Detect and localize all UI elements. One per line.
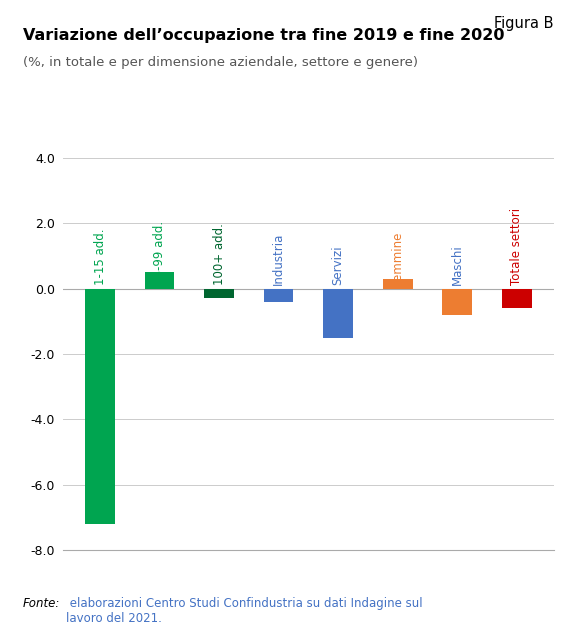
Text: Industria: Industria <box>272 233 285 284</box>
Text: 1-15 add.: 1-15 add. <box>94 228 107 284</box>
Text: Figura B: Figura B <box>494 16 554 31</box>
Bar <box>323 289 353 337</box>
Text: Servizi: Servizi <box>332 245 345 284</box>
Bar <box>85 289 115 524</box>
Text: elaborazioni Centro Studi Confindustria su dati Indagine sul
lavoro del 2021.: elaborazioni Centro Studi Confindustria … <box>66 597 423 625</box>
Bar <box>264 289 293 301</box>
Text: Fonte:: Fonte: <box>23 597 60 611</box>
Text: 100+ add.: 100+ add. <box>212 223 226 284</box>
Bar <box>443 289 472 315</box>
Text: Totale settori: Totale settori <box>510 207 523 284</box>
Bar <box>502 289 532 308</box>
Text: Femmine: Femmine <box>391 230 404 284</box>
Text: (%, in totale e per dimensione aziendale, settore e genere): (%, in totale e per dimensione aziendale… <box>23 56 418 69</box>
Bar <box>383 279 412 289</box>
Text: 16-99 add.: 16-99 add. <box>153 221 166 284</box>
Bar <box>204 289 234 298</box>
Bar <box>144 272 174 289</box>
Text: Variazione dell’occupazione tra fine 2019 e fine 2020: Variazione dell’occupazione tra fine 201… <box>23 28 504 44</box>
Text: Maschi: Maschi <box>451 244 464 284</box>
